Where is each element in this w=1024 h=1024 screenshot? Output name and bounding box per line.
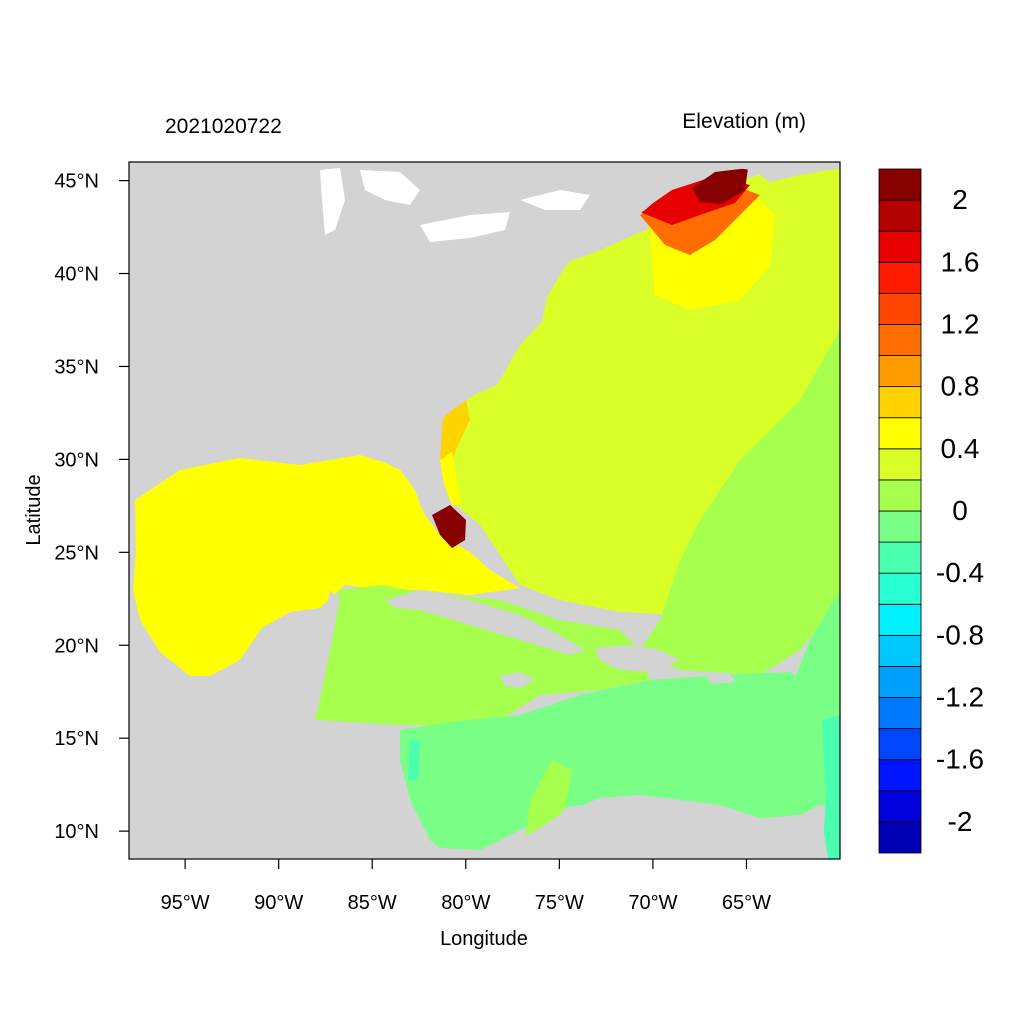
- atlantic-east-tropical: [640, 330, 840, 675]
- x-tick-label: 65°W: [722, 892, 771, 914]
- y-tick-label: 25°N: [54, 542, 99, 564]
- puerto-rico-land: [706, 674, 736, 684]
- north-america-land: [129, 162, 700, 500]
- maritimes-land: [700, 162, 840, 182]
- title-right: Elevation (m): [682, 110, 806, 133]
- florida-atlantic-strip: [440, 452, 462, 505]
- x-tick-label: 75°W: [535, 892, 584, 914]
- colorbar-swatch: [878, 759, 922, 792]
- colorbar-swatch: [878, 479, 922, 512]
- yucatan-land: [262, 598, 340, 716]
- caribbean-south: [400, 672, 830, 850]
- colorbar-swatch: [878, 821, 922, 854]
- jamaica-land: [500, 672, 535, 688]
- colorbar-swatch: [878, 697, 922, 730]
- y-tick-label: 40°N: [54, 264, 99, 286]
- colorbar-swatch: [878, 417, 922, 450]
- south-florida-surge: [432, 505, 466, 548]
- colorbar-swatch: [878, 386, 922, 419]
- caribbean-north: [315, 585, 650, 725]
- y-tick-label: 30°N: [54, 449, 99, 471]
- colorbar-swatch: [878, 510, 922, 543]
- colorbar-swatch: [878, 541, 922, 574]
- great-lakes: [320, 168, 590, 242]
- x-tick-label: 70°W: [628, 892, 677, 914]
- y-tick-label: 10°N: [54, 821, 99, 843]
- map-area: [129, 162, 840, 859]
- y-tick-label: 35°N: [54, 356, 99, 378]
- plot-frame: [128, 161, 841, 860]
- colorbar-swatch: [878, 634, 922, 667]
- colorbar-tick-label: 2: [952, 184, 968, 215]
- colorbar: 2 1.6 1.2 0.8 0.4 0 -0.4 -0.8 -1.2 -1.6 -2: [878, 168, 984, 854]
- colorbar-swatch: [878, 572, 922, 605]
- central-america-land: [129, 712, 445, 859]
- colorbar-swatch: [878, 199, 922, 232]
- colorbar-tick-label: -1.2: [936, 682, 984, 713]
- colorbar-swatch: [878, 230, 922, 263]
- colorbar-swatch: [878, 448, 922, 481]
- colorbar-swatch: [878, 355, 922, 388]
- hispaniola-land: [595, 645, 680, 672]
- colorbar-swatch: [878, 790, 922, 823]
- x-tick-label: 80°W: [441, 892, 490, 914]
- y-axis-ticks: 45°N 40°N 35°N 30°N 25°N 20°N 15°N 10°N: [54, 171, 129, 843]
- colorbar-tick-label: 1.6: [941, 246, 980, 277]
- colorbar-tick-label: -0.4: [936, 557, 984, 588]
- colorbar-swatch: [878, 728, 922, 761]
- colorbar-swatch: [878, 168, 922, 201]
- colorbar-tick-label: -1.6: [936, 744, 984, 775]
- colorbar-tick-label: 0: [952, 495, 968, 526]
- south-america-land: [470, 795, 828, 859]
- colorbar-swatch: [878, 292, 922, 325]
- colorbar-swatch: [878, 261, 922, 294]
- x-axis-label: Longitude: [440, 928, 528, 950]
- caribbean-teal-patch: [408, 740, 420, 780]
- y-tick-label: 20°N: [54, 635, 99, 657]
- cuba-land: [385, 590, 585, 655]
- gulf-of-maine-darkred: [692, 168, 748, 204]
- y-tick-label: 45°N: [54, 171, 99, 193]
- colorbar-tick-label: 0.4: [941, 433, 980, 464]
- x-axis-ticks: 95°W 90°W 85°W 80°W 75°W 70°W 65°W: [161, 859, 771, 914]
- x-tick-label: 85°W: [348, 892, 397, 914]
- x-tick-label: 90°W: [254, 892, 303, 914]
- colorbar-swatch: [878, 603, 922, 636]
- colorbar-swatch: [878, 324, 922, 356]
- se-caribbean-teal: [822, 715, 840, 859]
- colorbar-tick-label: 0.8: [941, 371, 980, 402]
- colorbar-swatch: [878, 666, 922, 698]
- colorbar-tick-label: -0.8: [936, 619, 984, 650]
- y-tick-label: 15°N: [54, 728, 99, 750]
- caribbean-lightgreen-tongue: [525, 760, 572, 845]
- x-tick-label: 95°W: [161, 892, 210, 914]
- y-axis-label: Latitude: [23, 474, 45, 545]
- colorbar-tick-label: 1.2: [941, 308, 980, 339]
- title-left: 2021020722: [165, 115, 282, 138]
- colorbar-tick-label: -2: [948, 806, 973, 837]
- carolina-coastal-band: [440, 400, 470, 470]
